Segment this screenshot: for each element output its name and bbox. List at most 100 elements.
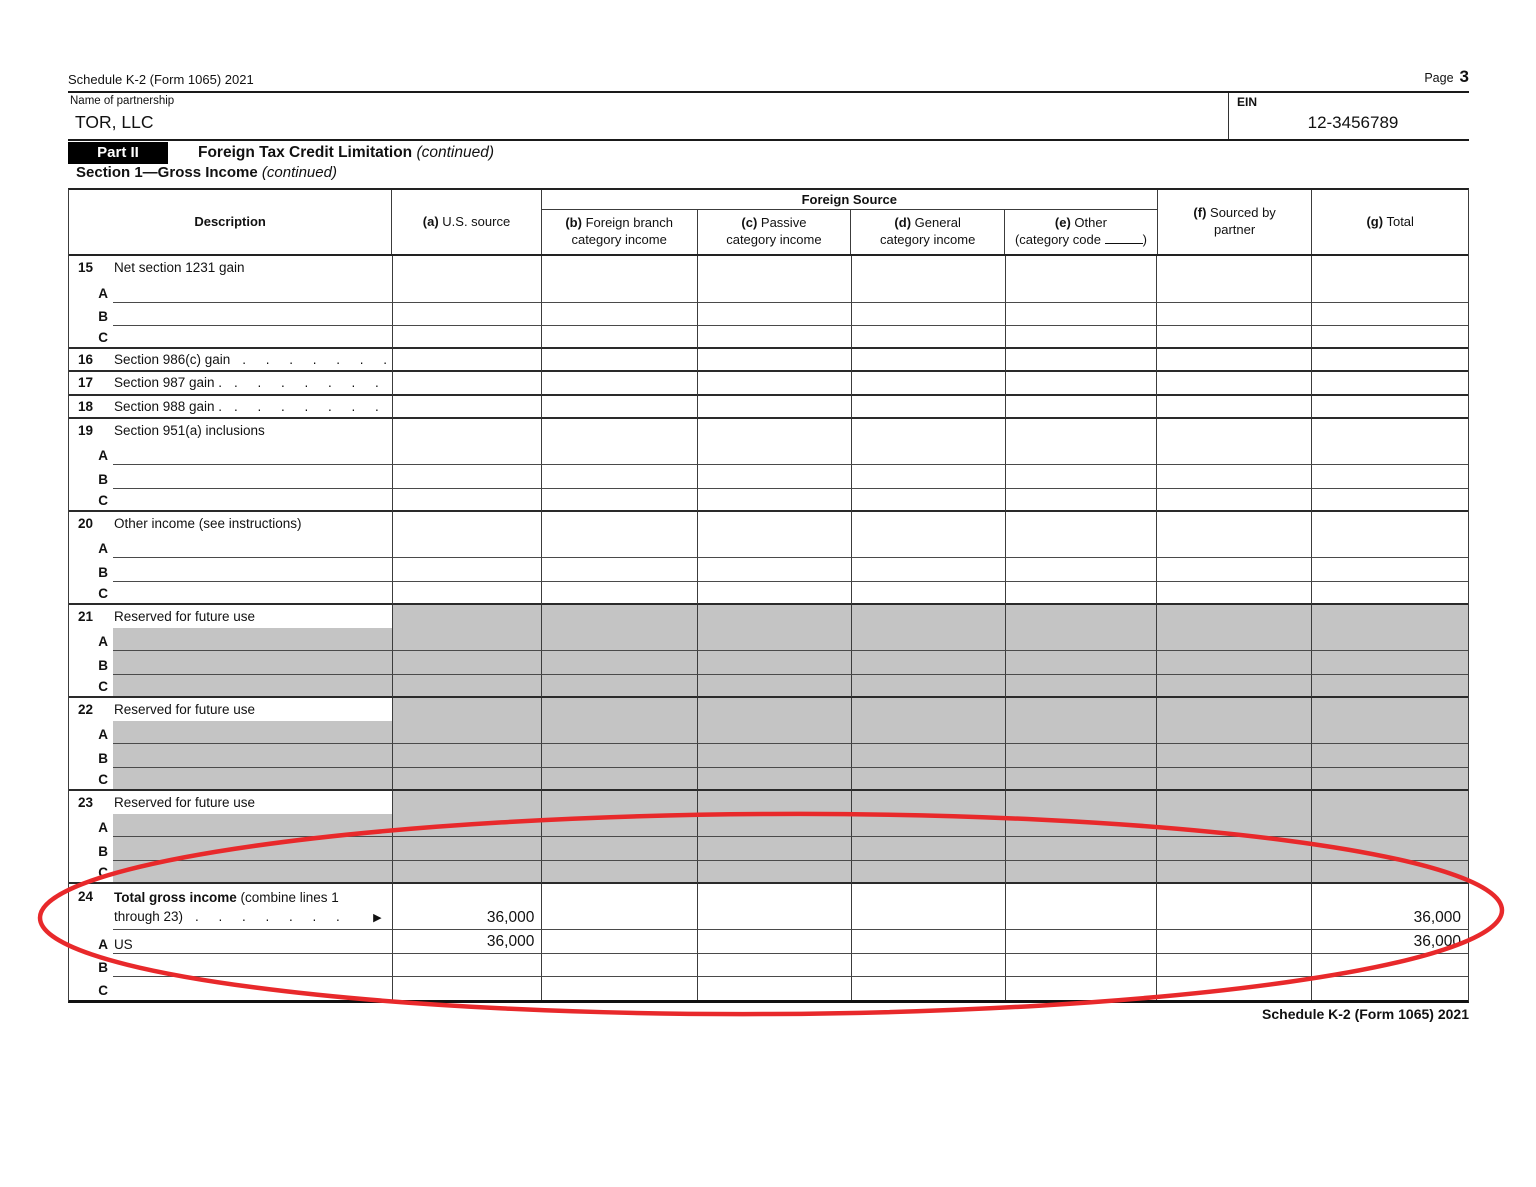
amount-cell (1312, 279, 1468, 303)
ein-label: EIN (1237, 95, 1258, 109)
reserved-cell (698, 674, 852, 698)
reserved-cell (1005, 790, 1158, 814)
amount-cell (851, 372, 1006, 396)
reserved-cell (1005, 837, 1158, 861)
line-number: 24 (78, 888, 94, 904)
row-23A: A (69, 814, 1468, 838)
amount-cell (542, 302, 699, 326)
page-indicator: Page 3 (1424, 67, 1469, 87)
col-g-label: Total (1386, 213, 1414, 229)
reserved-cell (851, 814, 1006, 838)
row-21B: B (69, 651, 1468, 675)
amount-cell (852, 418, 1006, 442)
line-number: 17 (69, 372, 113, 396)
amount-cell (1006, 418, 1158, 442)
amount-cell (542, 442, 699, 466)
reserved-cell (392, 790, 543, 814)
amount-cell (851, 279, 1006, 303)
row-19: 19 Section 951(a) inclusions (69, 418, 1468, 442)
row-letter: C (69, 489, 113, 512)
reserved-cell (392, 860, 543, 884)
amount-cell (1312, 535, 1468, 559)
reserved-cell (542, 628, 699, 652)
row-22C: C (69, 767, 1468, 791)
reserved-cell (392, 767, 543, 791)
write-in-line (112, 488, 393, 512)
reserved-cell (392, 604, 543, 628)
amount-cell (392, 488, 543, 512)
reserved-cell (1005, 674, 1158, 698)
col-e-subsuffix: ) (1142, 232, 1147, 247)
amount-cell (698, 558, 852, 582)
reserved-cell (1157, 837, 1313, 861)
col-d-prefix: (d) (894, 215, 912, 231)
reserved-cell (542, 744, 699, 768)
reserved-cell (1157, 814, 1313, 838)
reserved-cell (851, 837, 1006, 861)
amount-cell (852, 256, 1006, 280)
amount-cell (542, 372, 699, 396)
reserved-cell (698, 628, 852, 652)
form-id: Schedule K-2 (Form 1065) 2021 (68, 72, 254, 87)
amount-cell (1157, 418, 1313, 442)
reserved-cell (1312, 628, 1468, 652)
write-in-line (112, 953, 393, 977)
dot-leader: . . . . . . . (195, 908, 341, 924)
reserved-cell (392, 674, 543, 698)
amount-cell (1005, 325, 1158, 349)
amount-cell (1157, 976, 1313, 1000)
reserved-cell (1312, 814, 1468, 838)
line-number: 21 (78, 608, 94, 624)
write-in-line (113, 976, 393, 1000)
amount-cell (1005, 372, 1158, 396)
amount-cell (851, 302, 1006, 326)
amount-cell (392, 442, 543, 466)
reserved-cell (112, 860, 393, 884)
amount-cell (698, 535, 852, 559)
reserved-cell (1312, 651, 1468, 675)
section-continued: (continued) (261, 164, 337, 181)
amount-cell (698, 976, 852, 1000)
row-24: 24 Total gross income (combine lines 1 t… (69, 883, 1469, 931)
row-letter: B (98, 843, 108, 859)
row-letter: B (98, 959, 108, 975)
reserved-cell (542, 790, 699, 814)
row-label-text: Section 986(c) gain (113, 352, 231, 368)
foreign-source-group: Foreign Source (b) Foreign branch categor… (541, 190, 1158, 254)
page-number: 3 (1459, 67, 1469, 86)
row-label: Section 988 gain . . . . . . . . (112, 395, 393, 419)
reserved-cell (1157, 744, 1313, 768)
row-20A: A (69, 535, 1468, 559)
amount-cell (542, 488, 699, 512)
amount-cell (1312, 442, 1468, 466)
amount-cell (393, 418, 543, 442)
partnership-name-label: Name of partnership (70, 95, 175, 107)
amount-cell (1005, 349, 1158, 373)
col-a-prefix: (a) (422, 213, 439, 229)
row-letter: B (98, 750, 108, 766)
amount-cell (1157, 930, 1313, 954)
reserved-cell (698, 744, 852, 768)
reserved-cell (698, 814, 852, 838)
reserved-cell (1157, 674, 1313, 698)
write-in-line (112, 302, 393, 326)
amount-cell (1312, 465, 1468, 489)
col-d-line2: category income (879, 232, 976, 247)
col-b-line2: category income (571, 232, 667, 247)
row-label: Section 951(a) inclusions (113, 418, 393, 442)
amount-cell (1005, 302, 1158, 326)
reserved-cell (1312, 604, 1469, 628)
row-24C: C (69, 976, 1468, 1000)
amount-cell (698, 325, 852, 349)
reserved-cell (392, 651, 543, 675)
amount-cell (698, 883, 852, 931)
row-21: 21 Reserved for future use (69, 604, 1469, 628)
row-24B: B (69, 953, 1468, 977)
amount-cell (1005, 279, 1158, 303)
ein-value: 12-3456789 (1307, 113, 1399, 132)
row-letter: B (98, 471, 108, 487)
reserved-cell (1157, 697, 1313, 721)
line-number: 19 (78, 422, 94, 438)
dot-leader: . . . . . . . (234, 398, 380, 414)
row-23B: B (69, 837, 1468, 861)
